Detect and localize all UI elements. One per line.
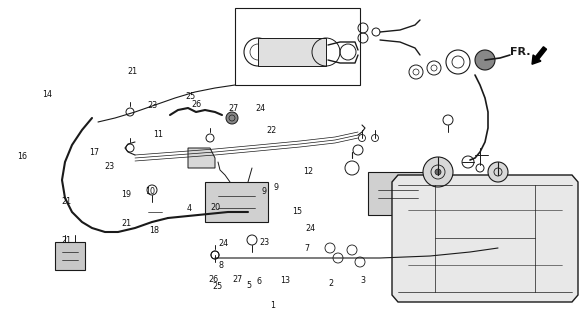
Text: 16: 16: [17, 152, 27, 161]
Text: 5: 5: [246, 281, 251, 290]
Text: 21: 21: [62, 197, 72, 206]
Text: 27: 27: [232, 276, 242, 284]
Text: 9: 9: [274, 183, 278, 192]
Text: 22: 22: [267, 126, 277, 135]
Polygon shape: [55, 242, 85, 270]
Polygon shape: [188, 148, 215, 168]
Text: FR.: FR.: [510, 47, 530, 57]
Circle shape: [488, 162, 508, 182]
Text: 7: 7: [304, 244, 309, 253]
Text: 21: 21: [127, 67, 138, 76]
Text: 26: 26: [209, 276, 219, 284]
Circle shape: [475, 50, 495, 70]
Text: 15: 15: [292, 207, 303, 216]
Bar: [235, 8, 360, 85]
Text: 24: 24: [255, 104, 266, 113]
Text: 13: 13: [279, 276, 290, 285]
Text: 8: 8: [218, 261, 223, 270]
Polygon shape: [368, 172, 428, 215]
Text: 27: 27: [228, 104, 239, 113]
Text: 4: 4: [187, 204, 191, 212]
Text: 24: 24: [306, 224, 316, 233]
Text: 12: 12: [303, 167, 313, 176]
FancyArrow shape: [532, 47, 547, 64]
Text: 10: 10: [145, 187, 155, 196]
Text: 6: 6: [256, 277, 261, 286]
Text: 14: 14: [42, 90, 53, 99]
Bar: [258, 38, 326, 66]
Text: 1: 1: [271, 301, 275, 310]
Text: 9: 9: [262, 187, 267, 196]
Polygon shape: [205, 182, 268, 222]
Text: 26: 26: [191, 100, 202, 108]
Text: 23: 23: [104, 162, 114, 171]
Circle shape: [423, 157, 453, 187]
Text: 20: 20: [210, 203, 220, 212]
Text: 23: 23: [147, 101, 157, 110]
Text: 17: 17: [89, 148, 99, 157]
Text: 11: 11: [153, 130, 163, 139]
Text: 19: 19: [121, 190, 132, 199]
Text: 23: 23: [259, 238, 270, 247]
Circle shape: [226, 112, 238, 124]
Text: 18: 18: [149, 226, 159, 235]
Circle shape: [435, 169, 441, 175]
Text: 25: 25: [213, 282, 223, 291]
Text: 2: 2: [329, 279, 333, 288]
Text: 21: 21: [62, 236, 72, 245]
Text: 21: 21: [121, 219, 132, 228]
Text: 24: 24: [218, 239, 229, 248]
Polygon shape: [392, 175, 578, 302]
Text: 3: 3: [361, 276, 365, 285]
Text: 25: 25: [185, 92, 196, 101]
